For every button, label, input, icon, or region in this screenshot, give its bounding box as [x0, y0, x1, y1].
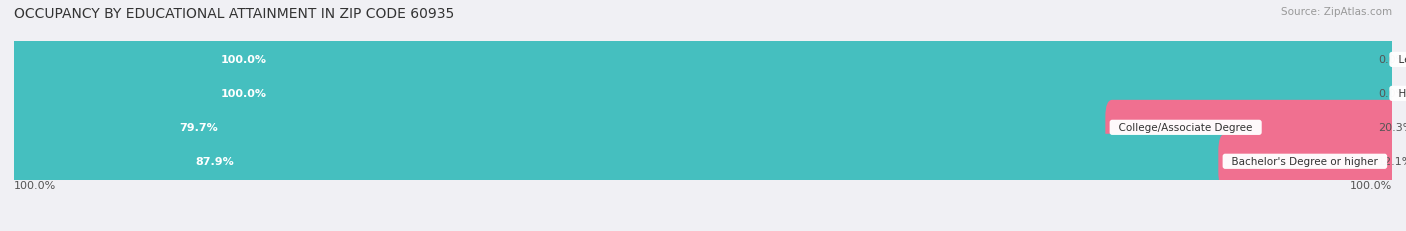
FancyBboxPatch shape — [7, 67, 1399, 121]
FancyBboxPatch shape — [7, 134, 1232, 189]
Text: 100.0%: 100.0% — [14, 180, 56, 190]
Text: 87.9%: 87.9% — [195, 157, 235, 167]
FancyBboxPatch shape — [1105, 100, 1399, 155]
Text: 100.0%: 100.0% — [1350, 180, 1392, 190]
Text: 100.0%: 100.0% — [221, 55, 267, 65]
Text: Source: ZipAtlas.com: Source: ZipAtlas.com — [1281, 7, 1392, 17]
Text: Less than High School: Less than High School — [1392, 55, 1406, 65]
FancyBboxPatch shape — [7, 100, 1119, 155]
Text: 100.0%: 100.0% — [221, 89, 267, 99]
Text: 20.3%: 20.3% — [1378, 123, 1406, 133]
Text: 0.0%: 0.0% — [1378, 89, 1406, 99]
Text: Bachelor's Degree or higher: Bachelor's Degree or higher — [1225, 157, 1385, 167]
FancyBboxPatch shape — [7, 67, 1399, 121]
FancyBboxPatch shape — [7, 100, 1399, 155]
FancyBboxPatch shape — [7, 134, 1399, 189]
Text: OCCUPANCY BY EDUCATIONAL ATTAINMENT IN ZIP CODE 60935: OCCUPANCY BY EDUCATIONAL ATTAINMENT IN Z… — [14, 7, 454, 21]
Text: 0.0%: 0.0% — [1378, 55, 1406, 65]
Text: High School Diploma: High School Diploma — [1392, 89, 1406, 99]
FancyBboxPatch shape — [7, 33, 1399, 88]
Text: College/Associate Degree: College/Associate Degree — [1112, 123, 1260, 133]
FancyBboxPatch shape — [1219, 134, 1399, 189]
FancyBboxPatch shape — [7, 33, 1399, 88]
Text: 79.7%: 79.7% — [179, 123, 218, 133]
Text: 12.1%: 12.1% — [1378, 157, 1406, 167]
